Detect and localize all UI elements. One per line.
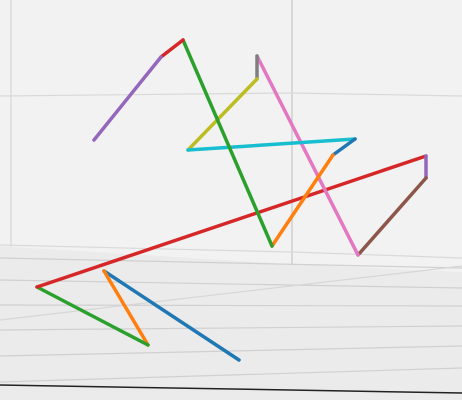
floor-grid-line <box>0 345 462 357</box>
series-segment-7 <box>255 54 360 257</box>
series-segment-1 <box>102 269 241 362</box>
x-axis-line <box>0 384 462 394</box>
floor-diagonal-grid-line <box>0 265 462 321</box>
back-wall-pane <box>0 0 462 272</box>
back-grid-line <box>291 251 462 259</box>
series-segment-14 <box>159 38 185 59</box>
floor-grid-line <box>0 325 462 331</box>
series-segment-6 <box>356 176 428 257</box>
series-segment-11 <box>331 137 357 157</box>
back-grid-line <box>291 92 462 97</box>
series-segment-15 <box>92 55 163 142</box>
series-segment-9 <box>186 77 259 152</box>
floor-grid-line <box>0 304 462 307</box>
floor-pane <box>0 246 462 400</box>
series-segment-2 <box>102 269 150 347</box>
series-group <box>35 38 428 362</box>
floor-grid-line <box>0 279 462 289</box>
series-segment-4 <box>35 154 428 289</box>
series-segment-10 <box>186 137 357 152</box>
floor-grid-line <box>0 257 462 269</box>
series-segment-13 <box>181 38 274 248</box>
series-segment-12 <box>270 153 335 248</box>
floor-grid-line <box>0 367 462 383</box>
series-segment-3 <box>35 285 150 347</box>
